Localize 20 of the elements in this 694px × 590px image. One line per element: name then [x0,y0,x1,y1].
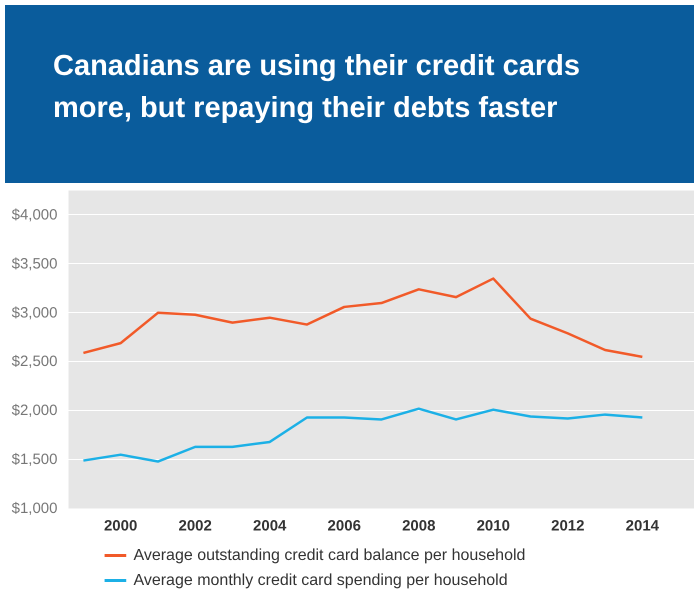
x-tick-label: 2012 [551,518,584,534]
y-tick-label: $3,500 [12,255,58,272]
y-tick-label: $1,500 [12,451,58,468]
chart-title: Canadians are using their credit cards more, but repaying their debts faster [53,49,582,126]
legend-label: Average monthly credit card spending per household [133,572,508,589]
line-series [82,277,644,358]
x-tick-label: 2004 [253,518,288,534]
x-tick-label: 2010 [476,518,510,534]
y-tick-label: $4,000 [12,206,58,224]
y-tick-label: $1,000 [12,500,58,517]
legend-label: Average outstanding credit card balance per household [133,547,526,564]
line-series [82,407,644,463]
x-tick-label: 2008 [402,518,436,534]
y-tick-label: $3,000 [12,304,58,322]
x-tick-label: 2014 [626,518,660,534]
y-tick-label: $2,000 [12,402,58,420]
y-tick-label: $2,500 [12,353,58,370]
x-tick-label: 2000 [104,518,138,534]
x-tick-label: 2006 [328,518,361,534]
x-tick-label: 2002 [178,518,212,534]
